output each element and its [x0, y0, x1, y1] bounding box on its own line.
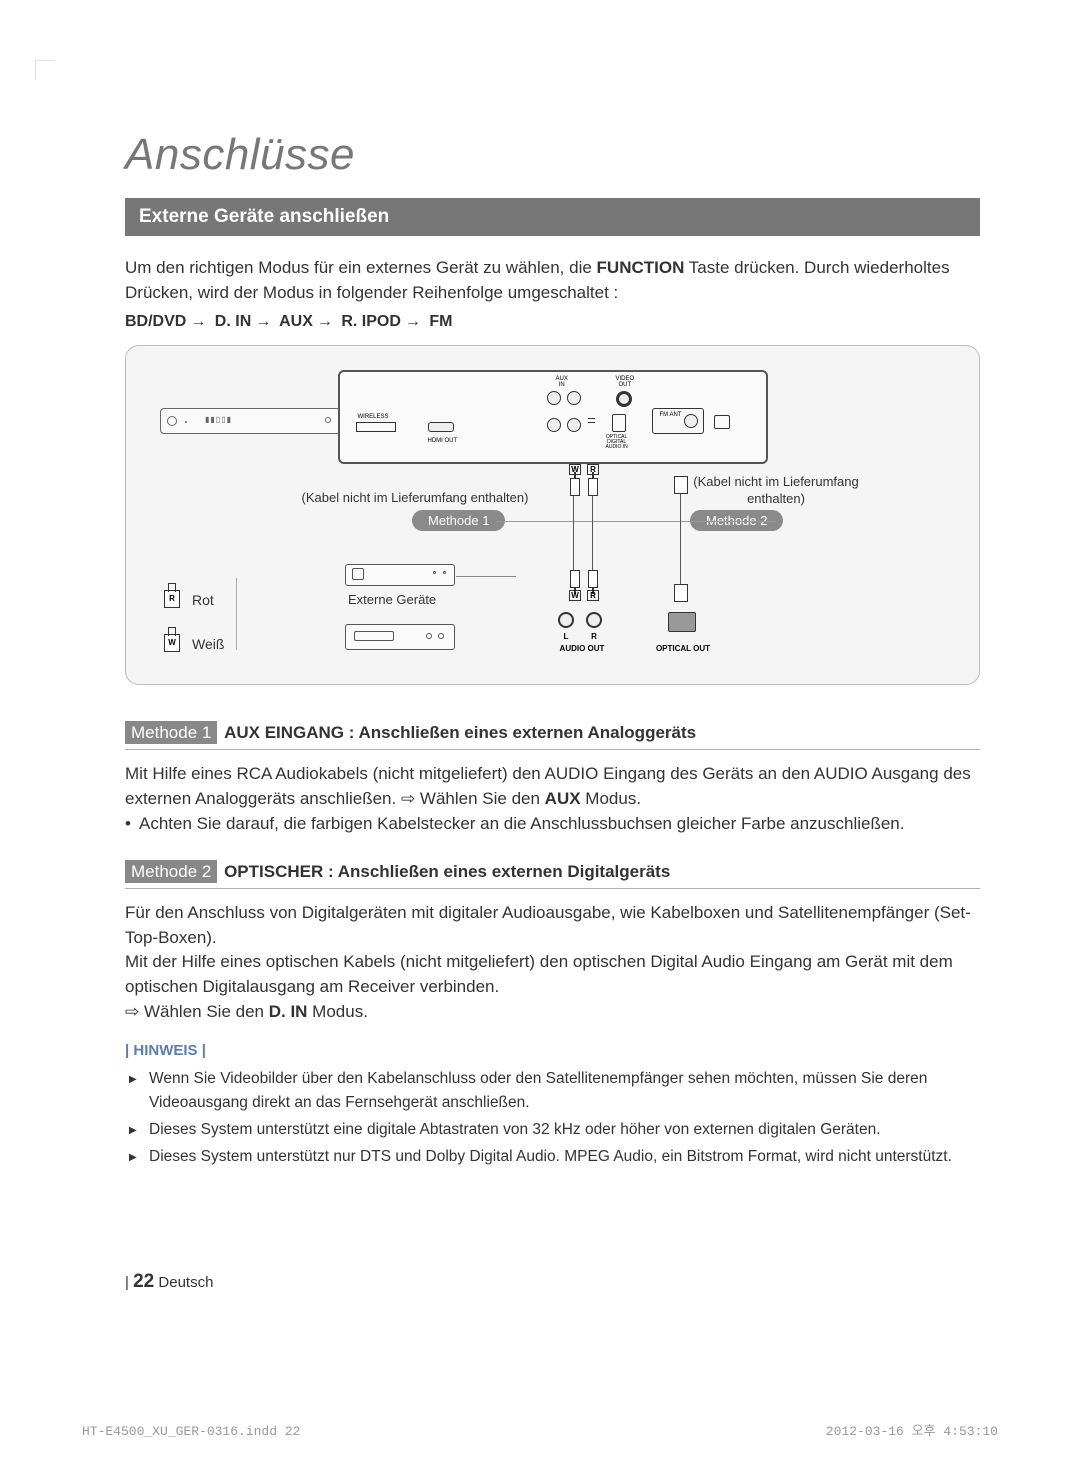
mode-item: BD/DVD — [125, 313, 186, 330]
method2-badge: Methode 2 — [125, 860, 217, 883]
label-l: L — [560, 632, 572, 641]
page-title: Anschlüsse — [125, 130, 980, 180]
mode-item: R. IPOD — [341, 313, 401, 330]
m1-b: AUX — [545, 789, 581, 808]
port-hdmi — [428, 422, 454, 432]
print-mark-right: 2012-03-16 오후 4:53:10 — [826, 1420, 998, 1439]
label-optical: OPTICAL DIGITAL AUDIO IN — [606, 435, 628, 450]
ext-device-1 — [345, 564, 455, 586]
page-lang: Deutsch — [158, 1274, 213, 1291]
method1-bullet: Achten Sie darauf, die farbigen Kabelste… — [125, 812, 980, 837]
m2-3c: Modus. — [307, 1002, 367, 1021]
label-video: VIDEO OUT — [616, 376, 635, 388]
note-list: Wenn Sie Videobilder über den Kabelansch… — [125, 1067, 980, 1168]
note-item: Wenn Sie Videobilder über den Kabelansch… — [149, 1067, 980, 1114]
method1-pill: Methode 1 — [412, 510, 505, 531]
rear-panel: WIRELESS HDMI OUT AUX IN VIDEO OUT OPTIC… — [338, 370, 768, 464]
method1-header: Methode 1 AUX EINGANG : Anschließen eine… — [125, 723, 980, 750]
port-aux-r — [567, 391, 581, 405]
legend-r-letter: R — [166, 594, 178, 603]
page-number: 22 — [133, 1271, 154, 1292]
label-r2: R — [587, 590, 599, 601]
label-hdmi: HDMI OUT — [428, 438, 458, 444]
port-video — [616, 391, 632, 407]
section-banner: Externe Geräte anschließen — [125, 198, 980, 236]
method2-para3: ⇨ Wählen Sie den D. IN Modus. — [125, 1000, 980, 1025]
mode-item: AUX — [279, 313, 313, 330]
mode-sequence: BD/DVD→ D. IN→ AUX→ R. IPOD→ FM — [125, 313, 980, 331]
function-key: FUNCTION — [597, 258, 685, 277]
mode-item: D. IN — [215, 313, 251, 330]
note-item: Dieses System unterstützt eine digitale … — [149, 1118, 980, 1141]
label-w2: W — [569, 590, 581, 601]
port-audio-l — [558, 612, 574, 628]
port-optical — [612, 414, 626, 432]
connection-diagram: ▮▮▯▯▮ WIRELESS HDMI OUT AUX IN VIDEO OUT — [125, 345, 980, 685]
intro-text-a: Um den richtigen Modus für ein externes … — [125, 258, 597, 277]
legend-red: Rot — [192, 592, 214, 610]
label-wireless: WIRELESS — [358, 414, 389, 420]
crop-mark — [35, 60, 55, 80]
m1-c: Modus. — [581, 789, 641, 808]
legend-w-letter: W — [166, 638, 178, 647]
not-included-2: (Kabel nicht im Lieferumfang enthalten) — [676, 474, 876, 507]
method2-para1: Für den Anschluss von Digitalgeräten mit… — [125, 901, 980, 950]
note-item: Dieses System unterstützt nur DTS und Do… — [149, 1145, 980, 1168]
ext-device-2 — [345, 624, 455, 650]
optical-plug-bot — [674, 584, 688, 602]
optical-out-label: OPTICAL OUT — [651, 644, 715, 653]
legend-white: Weiß — [192, 636, 224, 654]
port-fm — [684, 414, 698, 428]
front-panel-drawing: ▮▮▯▯▮ — [160, 408, 360, 434]
note-label: | HINWEIS | — [125, 1042, 980, 1059]
method2-title: OPTISCHER : Anschließen eines externen D… — [224, 862, 670, 881]
manual-page: Anschlüsse Externe Geräte anschließen Um… — [0, 0, 1080, 1479]
port-audio-r — [586, 612, 602, 628]
print-mark-left: HT-E4500_XU_GER-0316.indd 22 — [82, 1424, 300, 1439]
mode-item: FM — [429, 313, 452, 330]
method1-para: Mit Hilfe eines RCA Audiokabels (nicht m… — [125, 762, 980, 811]
method1-title: AUX EINGANG : Anschließen eines externen… — [224, 723, 696, 742]
ext-devices-label: Externe Geräte — [348, 592, 436, 608]
m2-3a: ⇨ Wählen Sie den — [125, 1002, 269, 1021]
method1-badge: Methode 1 — [125, 721, 217, 744]
page-footer: | 22 Deutsch — [125, 1271, 213, 1293]
rca-plug-w-top — [570, 478, 580, 496]
m2-3b: D. IN — [269, 1002, 308, 1021]
rca-plug-r-bot — [588, 570, 598, 588]
label-r3: R — [588, 632, 600, 641]
audio-out-label: AUDIO OUT — [552, 644, 612, 653]
method2-header: Methode 2 OPTISCHER : Anschließen eines … — [125, 862, 980, 889]
label-fmant: FM ANT — [660, 412, 682, 418]
label-aux: AUX IN — [556, 376, 568, 388]
label-r: R — [587, 464, 599, 475]
port-optical-out — [668, 612, 696, 632]
method2-para2: Mit der Hilfe eines optischen Kabels (ni… — [125, 950, 980, 999]
label-w: W — [569, 464, 581, 475]
rca-plug-w-bot — [570, 570, 580, 588]
port-aux-w — [547, 391, 561, 405]
rca-plug-r-top — [588, 478, 598, 496]
not-included-1: (Kabel nicht im Lieferumfang enthalten) — [290, 490, 540, 506]
intro-paragraph: Um den richtigen Modus für ein externes … — [125, 256, 980, 305]
